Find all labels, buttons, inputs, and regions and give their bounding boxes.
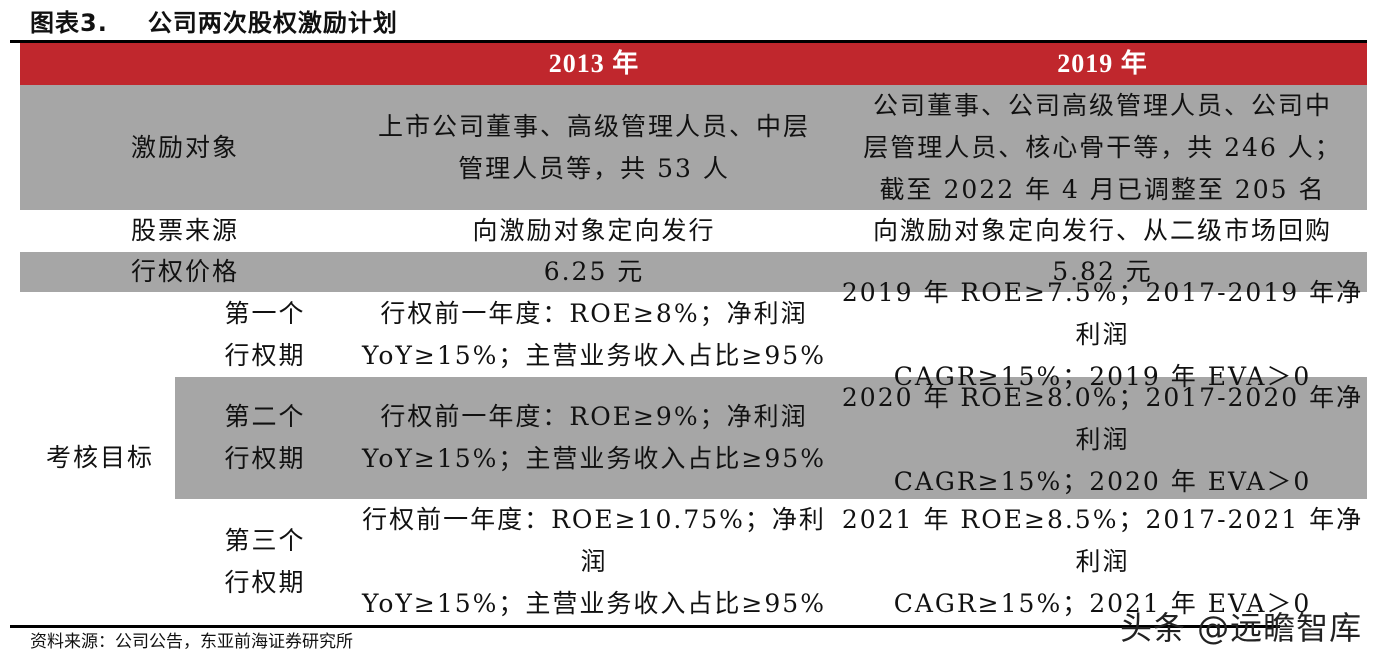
cell-2013: 6.25 元 (543, 257, 645, 286)
cell-line: 管理人员等，共 53 人 (458, 153, 730, 183)
cell-line: CAGR≥15%；2019 年 EVA＞0 (893, 361, 1312, 391)
cell-line: 第三个 (224, 525, 306, 555)
cell-line: 截至 2022 年 4 月已调整至 205 名 (879, 174, 1326, 204)
period-label: 第二个 行权期 (180, 377, 350, 499)
assessment-period-2: 第二个 行权期 行权前一年度：ROE≥9%；净利润 YoY≥15%；主营业务收入… (20, 377, 1367, 499)
assessment-period-1: 第一个 行权期 行权前一年度：ROE≥8%；净利润 YoY≥15%；主营业务收入… (20, 278, 1367, 391)
cell-2019: 向激励对象定向发行、从二级市场回购 (872, 216, 1332, 245)
header-2013: 2013 年 (548, 49, 640, 78)
header-empty (20, 43, 350, 85)
assessment-period-3: 第三个 行权期 行权前一年度：ROE≥10.75%；净利润 YoY≥15%；主营… (20, 499, 1367, 624)
top-rule (10, 40, 1367, 43)
cell-line: 上市公司董事、高级管理人员、中层 (377, 111, 810, 141)
cell-line: CAGR≥15%；2020 年 EVA＞0 (893, 467, 1312, 496)
cell-line: 2021 年 ROE≥8.5%；2017-2021 年净利润 (841, 505, 1364, 576)
cell-line: 行权前一年度：ROE≥8%；净利润 (380, 298, 808, 328)
row-label: 行权价格 (130, 257, 239, 286)
cell-2019: 2021 年 ROE≥8.5%；2017-2021 年净利润 CAGR≥15%；… (838, 499, 1367, 624)
period-label: 第三个 行权期 (180, 499, 350, 624)
period-2-background (175, 377, 1367, 499)
cell-line: 第一个 (224, 298, 306, 328)
cell-line: YoY≥15%；主营业务收入占比≥95% (362, 340, 826, 370)
cell-2019: 2019 年 ROE≥7.5%；2017-2019 年净利润 CAGR≥15%；… (838, 278, 1367, 391)
cell-2019: 5.82 元 (1052, 257, 1153, 286)
watermark: 头条 @远瞻智库 (1120, 609, 1363, 647)
row-label: 激励对象 (130, 132, 239, 162)
table-row-incentive-targets: 激励对象 上市公司董事、高级管理人员、中层 管理人员等，共 53 人 公司董事、… (20, 85, 1367, 210)
bottom-rule (10, 625, 1280, 628)
figure-number: 图表3. (30, 9, 108, 37)
cell-line: 行权前一年度：ROE≥10.75%；净利润 (362, 504, 826, 576)
cell-2013: 行权前一年度：ROE≥9%；净利润 YoY≥15%；主营业务收入占比≥95% (350, 377, 838, 499)
cell-2013: 向激励对象定向发行 (472, 216, 716, 245)
cell-2019: 公司董事、公司高级管理人员、公司中 层管理人员、核心骨干等，共 246 人； 截… (838, 85, 1367, 210)
table-header-row: 2013 年 2019 年 (20, 43, 1367, 85)
cell-line: 层管理人员、核心骨干等，共 246 人； (863, 132, 1342, 162)
figure-caption: 公司两次股权激励计划 (147, 9, 398, 37)
period-label: 第一个 行权期 (180, 292, 350, 377)
cell-2013: 上市公司董事、高级管理人员、中层 管理人员等，共 53 人 (350, 85, 838, 210)
row-label: 股票来源 (130, 216, 239, 245)
cell-line: 2020 年 ROE≥8.0%；2017-2020 年净利润 (841, 383, 1364, 454)
cell-line: CAGR≥15%；2021 年 EVA＞0 (893, 589, 1312, 618)
table-row-group-assessment: 考核目标 第一个 行权期 行权前一年度：ROE≥8%；净利润 YoY≥15%；主… (20, 278, 1367, 624)
cell-line: YoY≥15%；主营业务收入占比≥95% (362, 588, 826, 618)
cell-line: 行权期 (224, 567, 306, 597)
cell-line: YoY≥15%；主营业务收入占比≥95% (362, 444, 826, 473)
cell-2019: 2020 年 ROE≥8.0%；2017-2020 年净利润 CAGR≥15%；… (838, 377, 1367, 499)
cell-2013: 行权前一年度：ROE≥8%；净利润 YoY≥15%；主营业务收入占比≥95% (350, 292, 838, 377)
cell-line: 行权期 (224, 444, 306, 473)
cell-line: 行权前一年度：ROE≥9%；净利润 (380, 402, 808, 431)
table-row-stock-source: 股票来源 向激励对象定向发行 向激励对象定向发行、从二级市场回购 (20, 210, 1367, 252)
table-row-exercise-price: 行权价格 6.25 元 5.82 元 (20, 252, 1367, 292)
header-2019: 2019 年 (1057, 49, 1148, 78)
figure-title: 图表3. 公司两次股权激励计划 (30, 6, 398, 40)
cell-line: 第二个 (224, 402, 306, 431)
row-label: 考核目标 (45, 443, 154, 472)
cell-line: 2019 年 ROE≥7.5%；2017-2019 年净利润 (841, 277, 1364, 349)
cell-line: 公司董事、公司高级管理人员、公司中 (872, 90, 1332, 120)
source-note: 资料来源：公司公告，东亚前海证券研究所 (30, 632, 353, 652)
cell-line: 行权期 (224, 340, 306, 370)
cell-2013: 行权前一年度：ROE≥10.75%；净利润 YoY≥15%；主营业务收入占比≥9… (350, 499, 838, 624)
